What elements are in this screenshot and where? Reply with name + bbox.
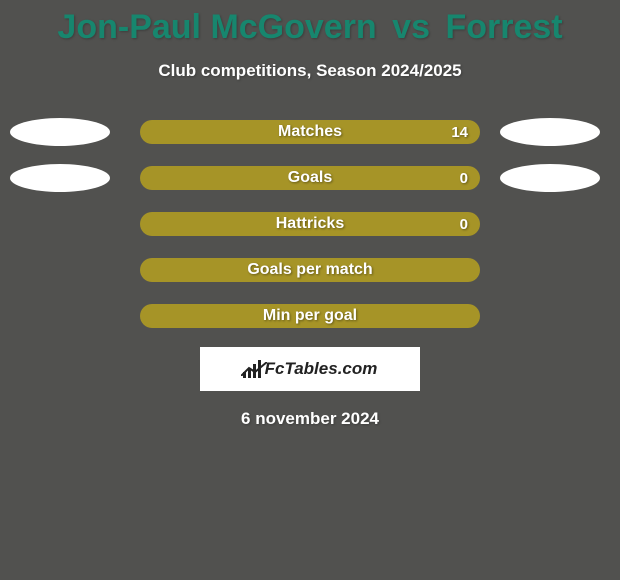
stat-row: Goals per match <box>0 255 620 285</box>
logo-box: FcTables.com <box>200 347 420 391</box>
logo-text: FcTables.com <box>265 359 378 379</box>
stat-label: Hattricks <box>140 215 480 233</box>
stat-row: Goals0 <box>0 163 620 193</box>
stat-row: Matches14 <box>0 117 620 147</box>
comparison-infographic: Jon-Paul McGovern vs Forrest Club compet… <box>0 0 620 580</box>
right-value-blob <box>500 118 600 146</box>
title-vs: vs <box>386 8 436 46</box>
stat-row: Min per goal <box>0 301 620 331</box>
stat-value: 0 <box>460 216 468 233</box>
stat-label: Goals <box>140 169 480 187</box>
stat-label: Min per goal <box>140 307 480 325</box>
title-player2: Forrest <box>445 8 562 46</box>
page-subtitle: Club competitions, Season 2024/2025 <box>0 61 620 81</box>
logo-bars-icon <box>243 360 261 378</box>
title-player1: Jon-Paul McGovern <box>57 8 376 46</box>
left-value-blob <box>10 164 110 192</box>
stat-value: 0 <box>460 170 468 187</box>
page-title: Jon-Paul McGovern vs Forrest <box>0 0 620 47</box>
stat-bar: Goals0 <box>140 166 480 190</box>
logo-line-icon <box>241 362 267 376</box>
stats-list: Matches14Goals0Hattricks0Goals per match… <box>0 117 620 331</box>
stat-row: Hattricks0 <box>0 209 620 239</box>
stat-value: 14 <box>451 124 468 141</box>
left-value-blob <box>10 118 110 146</box>
stat-bar: Min per goal <box>140 304 480 328</box>
right-value-blob <box>500 164 600 192</box>
stat-bar: Hattricks0 <box>140 212 480 236</box>
stat-bar: Matches14 <box>140 120 480 144</box>
date-text: 6 november 2024 <box>0 409 620 429</box>
logo: FcTables.com <box>243 359 378 379</box>
stat-bar: Goals per match <box>140 258 480 282</box>
stat-label: Matches <box>140 123 480 141</box>
stat-label: Goals per match <box>140 261 480 279</box>
